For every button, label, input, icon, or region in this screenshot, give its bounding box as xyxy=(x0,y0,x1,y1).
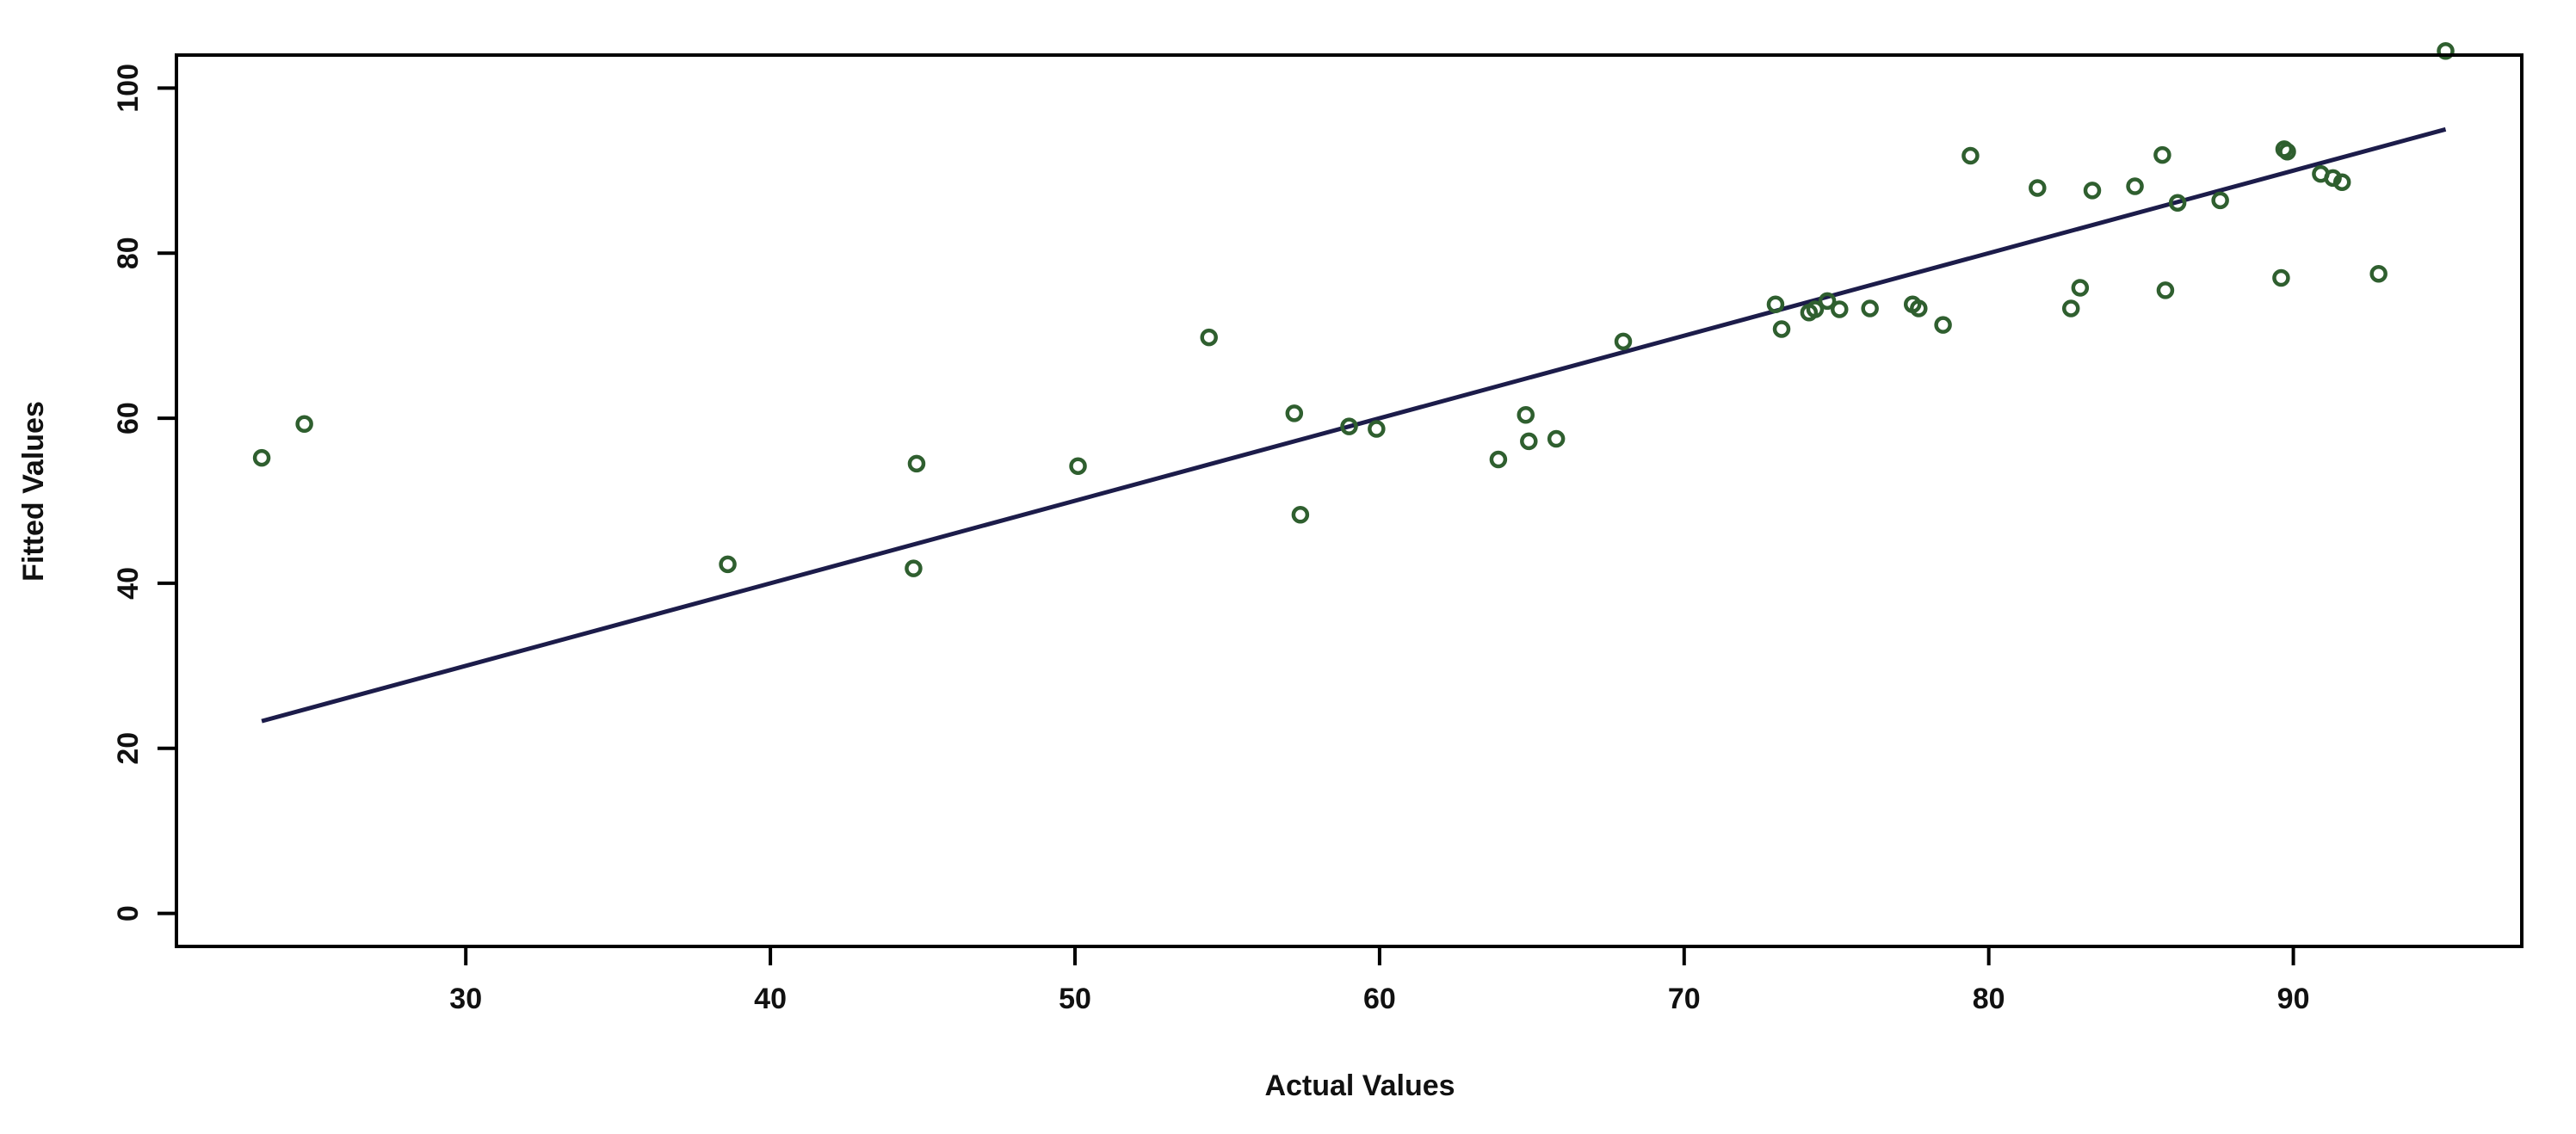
data-point xyxy=(1766,295,1785,313)
x-tick-label: 60 xyxy=(1363,983,1396,1015)
x-tick-label: 50 xyxy=(1059,983,1091,1015)
y-tick-label: 40 xyxy=(112,567,145,600)
data-point xyxy=(1961,146,1980,165)
y-tick-label: 20 xyxy=(112,732,145,765)
data-point xyxy=(252,448,271,467)
y-tick-label: 60 xyxy=(112,402,145,434)
data-point xyxy=(905,559,923,577)
x-tick-label: 90 xyxy=(2277,983,2310,1015)
x-tick-label: 70 xyxy=(1668,983,1701,1015)
x-axis-title: Actual Values xyxy=(1264,1069,1455,1102)
data-point xyxy=(2369,264,2388,283)
data-point xyxy=(2272,268,2290,287)
fit-line xyxy=(261,126,2447,724)
y-axis-title: Fitted Values xyxy=(17,401,50,582)
data-point xyxy=(1772,320,1791,338)
data-point xyxy=(1910,299,1928,317)
data-point xyxy=(1069,457,1087,475)
y-tick-label: 0 xyxy=(112,905,145,921)
data-point xyxy=(2324,169,2342,188)
axis-ticks: 30 40 50 60 70 80 90 0 20 40 60 80 100 xyxy=(112,64,2309,1015)
data-point xyxy=(1520,432,1538,451)
x-tick-label: 30 xyxy=(449,983,482,1015)
data-point xyxy=(295,415,313,434)
data-point xyxy=(1934,316,1952,334)
data-points xyxy=(252,41,2455,577)
data-point xyxy=(1489,450,1508,469)
y-tick-label: 80 xyxy=(112,237,145,269)
data-point xyxy=(2332,173,2351,191)
data-point xyxy=(1291,506,1310,524)
data-point xyxy=(1517,405,1535,424)
data-point xyxy=(2153,145,2171,164)
data-point xyxy=(2437,41,2455,60)
data-point xyxy=(2278,142,2296,161)
data-point xyxy=(2126,177,2144,195)
x-tick-label: 80 xyxy=(1973,983,2005,1015)
y-tick-label: 100 xyxy=(112,64,145,113)
data-point xyxy=(1806,300,1825,318)
data-point xyxy=(1861,299,1879,317)
data-point xyxy=(2168,194,2187,212)
data-point xyxy=(1818,292,1837,311)
plot-frame xyxy=(175,53,2523,948)
y-axis-title-group: Fitted Values xyxy=(17,401,50,582)
data-point xyxy=(1831,300,1849,318)
data-point xyxy=(719,555,737,574)
fit-line-layer xyxy=(261,126,2447,724)
data-point xyxy=(2156,281,2175,299)
data-point xyxy=(2029,179,2047,197)
data-point xyxy=(907,454,926,473)
data-point xyxy=(2083,182,2102,200)
data-point xyxy=(1547,429,1566,448)
data-point xyxy=(1285,404,1304,422)
data-point xyxy=(1200,328,1218,347)
data-point xyxy=(2061,299,2080,317)
data-point xyxy=(1614,332,1633,351)
data-point xyxy=(2071,279,2090,297)
data-point xyxy=(1340,417,1358,435)
data-point xyxy=(1368,420,1386,438)
x-tick-label: 40 xyxy=(754,983,787,1015)
data-point xyxy=(2211,191,2229,210)
